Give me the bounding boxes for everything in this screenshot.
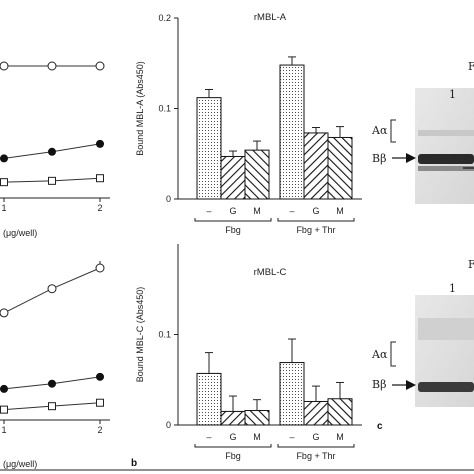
data-point-square: [48, 402, 56, 411]
x-tick-label: 2: [97, 425, 102, 435]
x-tick-label: 1: [1, 203, 6, 213]
x-tick-label: –: [206, 206, 211, 216]
data-point-open: [95, 263, 105, 273]
gel-alpha-bracket-bottom: [390, 341, 396, 367]
x-axis-label-top: (μg/well): [3, 228, 37, 238]
bar: [327, 136, 353, 200]
group-bracket: [194, 218, 272, 222]
y-tick-label: 0: [166, 194, 171, 204]
data-point-filled: [96, 139, 104, 148]
gel-edge-letter-bottom: F: [468, 258, 474, 271]
gel-alpha-label-top: Aα: [371, 124, 388, 137]
gel-alpha-label-bottom: Aα: [371, 348, 388, 361]
data-point-open: [47, 284, 57, 294]
data-point-filled: [0, 154, 8, 163]
series-line-0: [0, 267, 101, 316]
gel-lane-label-bottom: 1: [449, 282, 456, 295]
gel-band-alpha-top: [418, 130, 474, 136]
bar: [220, 410, 246, 426]
bar: [303, 400, 329, 426]
bar: [327, 398, 353, 426]
x-tick-label: G: [229, 432, 236, 442]
chart-title: rMBL-A: [254, 12, 287, 23]
x-tick-label: G: [312, 432, 319, 442]
gel-beta-label-top: Bβ: [372, 152, 386, 165]
data-point-filled: [0, 384, 8, 393]
group-bracket: [277, 444, 355, 448]
y-tick-label: 0.2: [158, 13, 171, 23]
series-line-1: [0, 376, 101, 390]
gel-lane-label-top: 1: [449, 88, 456, 101]
series-line-1: [0, 143, 101, 160]
y-axis-label: Bound MBL-A (Abs450): [135, 61, 145, 156]
gel-beta-label-bottom: Bβ: [372, 378, 386, 391]
x-tick-label: 1: [1, 425, 6, 435]
data-point-filled: [96, 372, 104, 381]
bar: [244, 149, 270, 200]
x-tick-label: –: [289, 206, 294, 216]
gel-image-top: [415, 88, 474, 204]
bar: [196, 372, 222, 426]
panel-label-b: b: [131, 458, 137, 469]
data-point-open: [95, 61, 105, 71]
group-label: Fbg + Thr: [296, 225, 335, 235]
gel-band-beta-bottom: [418, 382, 474, 392]
data-point-square: [0, 405, 8, 414]
x-axis-label-bottom: (μg/well): [3, 459, 37, 469]
data-point-open: [0, 308, 9, 318]
gel-edge-letter-top: F: [468, 60, 474, 73]
x-tick-label: 2: [97, 203, 102, 213]
data-point-square: [48, 176, 56, 185]
data-point-square: [96, 174, 104, 183]
bar: [220, 155, 246, 200]
gel-panel-top: 1 F Aα Bβ: [371, 60, 474, 204]
x-tick-label: G: [312, 206, 319, 216]
group-label: Fbg + Thr: [296, 451, 335, 461]
gel-band-beta-top: [418, 154, 474, 164]
x-tick-label: M: [336, 206, 344, 216]
group-label: Fbg: [225, 451, 241, 461]
data-point-open: [47, 61, 57, 71]
bar-chart-rmbl-c: 0 0.1 Bound MBL-C (Abs450) rMBL-C – G M – G M Fbg F…: [135, 244, 362, 461]
gel-band-gamma-top: [418, 166, 474, 171]
bar: [244, 410, 270, 426]
bar: [196, 97, 222, 200]
chart-title: rMBL-C: [254, 267, 287, 278]
x-tick-label: G: [229, 206, 236, 216]
x-tick-label: M: [336, 432, 344, 442]
data-point-filled: [48, 147, 56, 156]
group-bracket: [194, 444, 272, 448]
data-point-square: [0, 178, 8, 187]
y-tick-label: 0.1: [158, 104, 171, 114]
gel-alpha-bracket-top: [390, 119, 396, 143]
gel-panel-bottom: 1 F Aα Bβ c: [371, 258, 474, 432]
panel-label-c: c: [377, 421, 383, 432]
group-label: Fbg: [225, 225, 241, 235]
x-tick-label: M: [253, 432, 261, 442]
y-tick-label: 0.1: [158, 330, 171, 340]
data-point-filled: [48, 379, 56, 388]
gel-arrowhead-top: [406, 153, 416, 163]
gel-arrowhead-bottom: [406, 380, 416, 390]
gel-band-alpha-bottom: [418, 318, 474, 340]
group-bracket: [277, 218, 355, 222]
bar: [279, 64, 305, 200]
x-tick-label: –: [206, 432, 211, 442]
bar: [279, 362, 305, 426]
bar: [303, 132, 329, 200]
data-point-open: [0, 61, 9, 71]
x-tick-label: M: [253, 206, 261, 216]
y-tick-label: 0: [166, 420, 171, 430]
x-tick-label: –: [289, 432, 294, 442]
y-axis-label: Bound MBL-C (Abs450): [135, 287, 145, 383]
data-point-square: [96, 398, 104, 407]
